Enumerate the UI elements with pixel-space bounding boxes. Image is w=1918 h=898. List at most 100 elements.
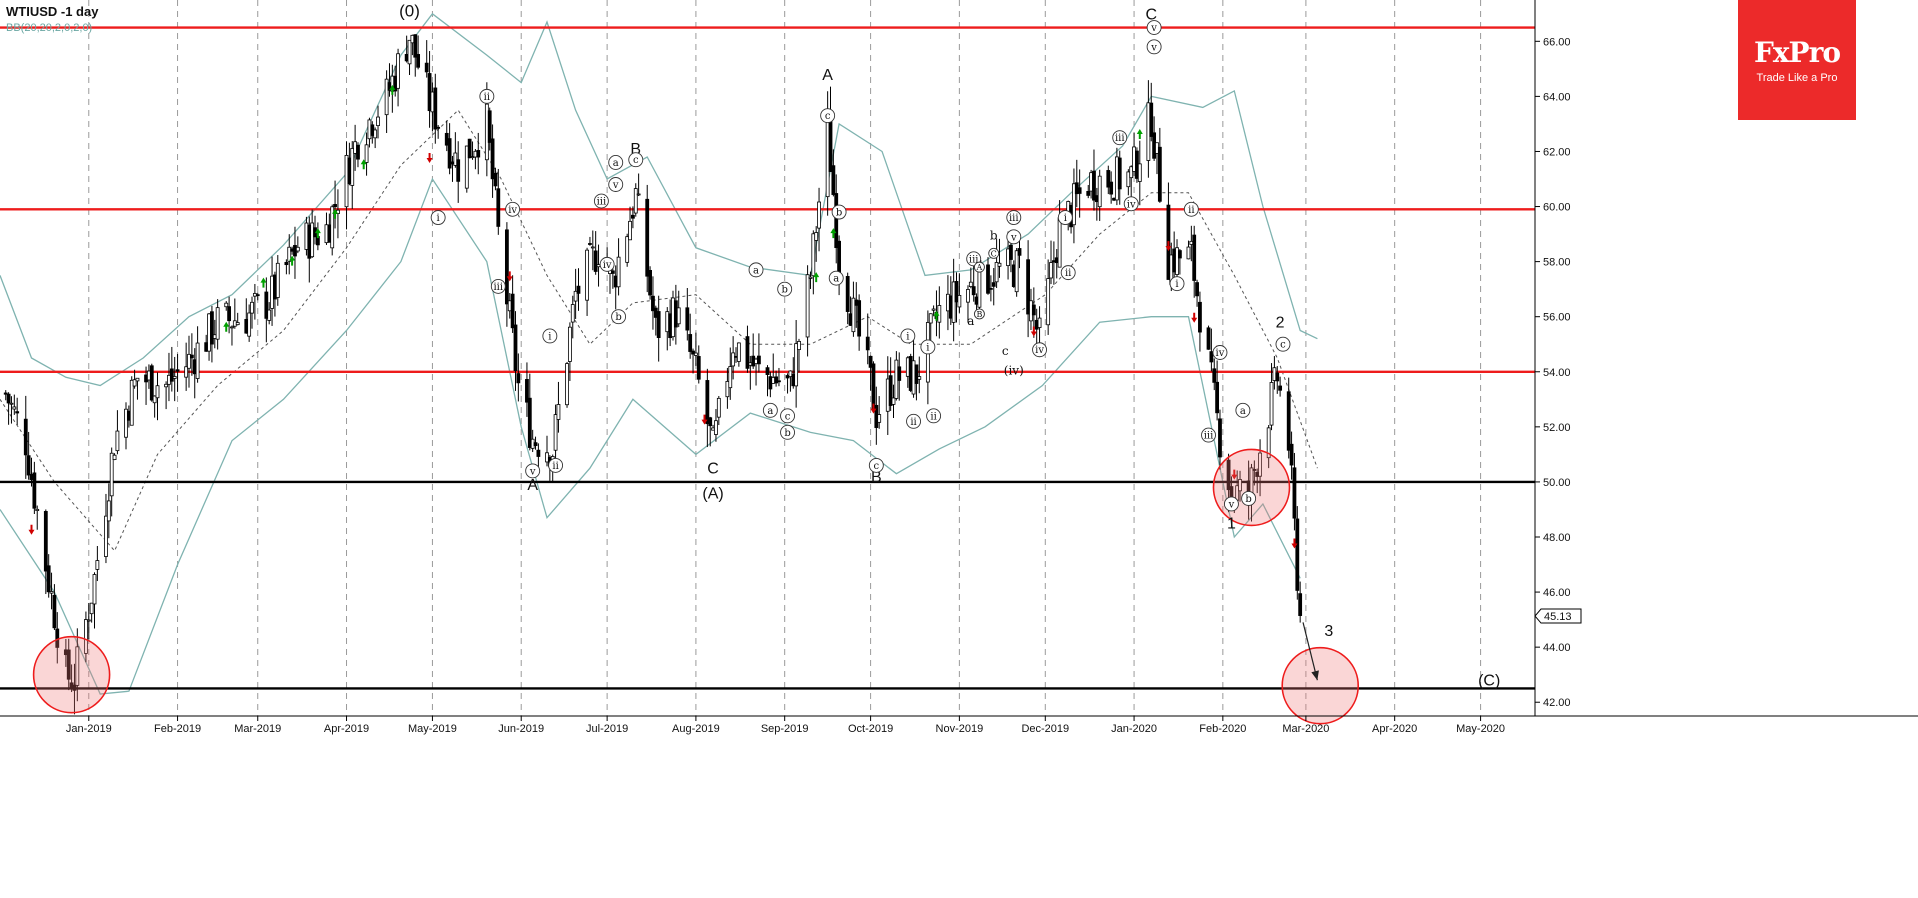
candle-body <box>736 342 741 362</box>
price-tick-label: 56.00 <box>1543 312 1571 324</box>
candle-body <box>104 515 108 557</box>
candle-body <box>590 246 595 249</box>
candle-body <box>467 138 472 159</box>
candle-body <box>49 591 54 594</box>
wave-label-ring <box>1006 210 1022 226</box>
price-tick-label: 48.00 <box>1543 532 1571 544</box>
up-arrow-icon <box>933 310 940 321</box>
candle-body <box>811 233 816 277</box>
wave-label-ring <box>973 308 985 320</box>
candle-body <box>12 406 17 410</box>
candlestick-series <box>3 34 1303 715</box>
candle-body <box>433 87 438 130</box>
price-tick-label: 46.00 <box>1543 587 1571 599</box>
candle-body <box>476 150 481 158</box>
wave-label-ring <box>777 281 793 297</box>
candle-body <box>106 500 111 522</box>
candle-body <box>691 350 695 355</box>
candle-body <box>129 379 134 426</box>
candle-body <box>373 129 378 139</box>
wave-label-ring <box>1183 201 1199 217</box>
candle-body <box>3 392 8 395</box>
candle-body <box>169 368 174 382</box>
time-tick-label: Dec-2019 <box>1021 723 1069 735</box>
wave-label-ring <box>1201 427 1216 443</box>
candle-body <box>350 148 355 186</box>
candle-body <box>456 159 461 182</box>
wave-label: b <box>836 208 842 219</box>
wave-label-ring <box>1146 20 1162 35</box>
wave-label-ring <box>599 256 615 272</box>
candle-body <box>527 397 532 448</box>
candle-body <box>1046 278 1051 326</box>
candle-body <box>210 311 214 345</box>
wave-label: i <box>926 342 929 353</box>
candle-body <box>628 220 632 241</box>
time-tick-label: May-2020 <box>1456 723 1505 735</box>
candle-body <box>109 452 114 497</box>
candle-body <box>794 343 799 387</box>
candle-body <box>1289 443 1294 466</box>
bollinger-middle-line <box>0 109 1318 552</box>
wave-label-ring <box>1006 229 1022 245</box>
candle-body <box>808 276 813 279</box>
candle-body <box>95 560 100 570</box>
wave-label-ring <box>780 408 795 424</box>
wave-label: ii <box>484 92 490 103</box>
candle-body <box>333 204 337 208</box>
up-arrow-icon <box>389 84 396 95</box>
candle-body <box>264 291 269 319</box>
candle-body <box>1286 391 1291 451</box>
candle-body <box>625 236 630 263</box>
candle-body <box>696 356 701 380</box>
wave-label: (C) <box>1478 673 1500 690</box>
candle-body <box>504 229 509 305</box>
wave-label: iii <box>1204 431 1214 442</box>
candle-body <box>725 381 730 398</box>
candle-body <box>788 370 793 377</box>
candle-body <box>490 138 495 180</box>
wave-label-ring <box>593 193 609 209</box>
price-tick-label: 58.00 <box>1543 257 1571 269</box>
indicator-label: BB(20,20,2,0,2,0) <box>6 22 93 34</box>
candle-body <box>616 256 621 288</box>
candle-body <box>510 293 515 329</box>
candle-body <box>72 684 77 691</box>
wave-label: c <box>1002 344 1009 358</box>
candle-body <box>1072 183 1076 226</box>
candle-body <box>553 414 558 451</box>
candle-body <box>676 307 681 325</box>
wave-label: iv <box>603 260 612 271</box>
candle-body <box>1252 469 1257 471</box>
candle-body <box>914 364 919 384</box>
wave-label: b <box>781 285 787 296</box>
candle-body <box>928 313 933 324</box>
down-arrow-icon <box>870 403 877 414</box>
candle-body <box>610 270 615 274</box>
wave-label: C <box>707 461 719 478</box>
candle-body <box>897 366 902 381</box>
logo-tagline: Trade Like a Pro <box>1756 72 1838 84</box>
candle-body <box>230 326 234 329</box>
chart-grid <box>88 0 1482 716</box>
candle-body <box>1137 163 1142 182</box>
wave-label: i <box>1064 213 1067 224</box>
wave-label: C <box>991 249 997 258</box>
price-tick-label: 54.00 <box>1543 367 1571 379</box>
wave-label: v <box>1010 232 1017 243</box>
wave-label-ring <box>973 261 985 273</box>
candle-body <box>716 397 721 418</box>
candle-body <box>66 649 71 680</box>
candle-body <box>1014 250 1019 293</box>
candle-body <box>708 417 713 427</box>
candle-body <box>1017 248 1022 256</box>
candle-body <box>745 336 750 369</box>
wave-label: v <box>612 180 619 191</box>
wave-label: c <box>825 111 831 122</box>
candle-body <box>413 34 418 58</box>
wave-label-ring <box>1241 490 1257 506</box>
wave-label-ring <box>900 328 916 344</box>
candle-body <box>453 152 458 166</box>
candle-body <box>1266 427 1271 459</box>
price-tick-label: 50.00 <box>1543 477 1571 489</box>
